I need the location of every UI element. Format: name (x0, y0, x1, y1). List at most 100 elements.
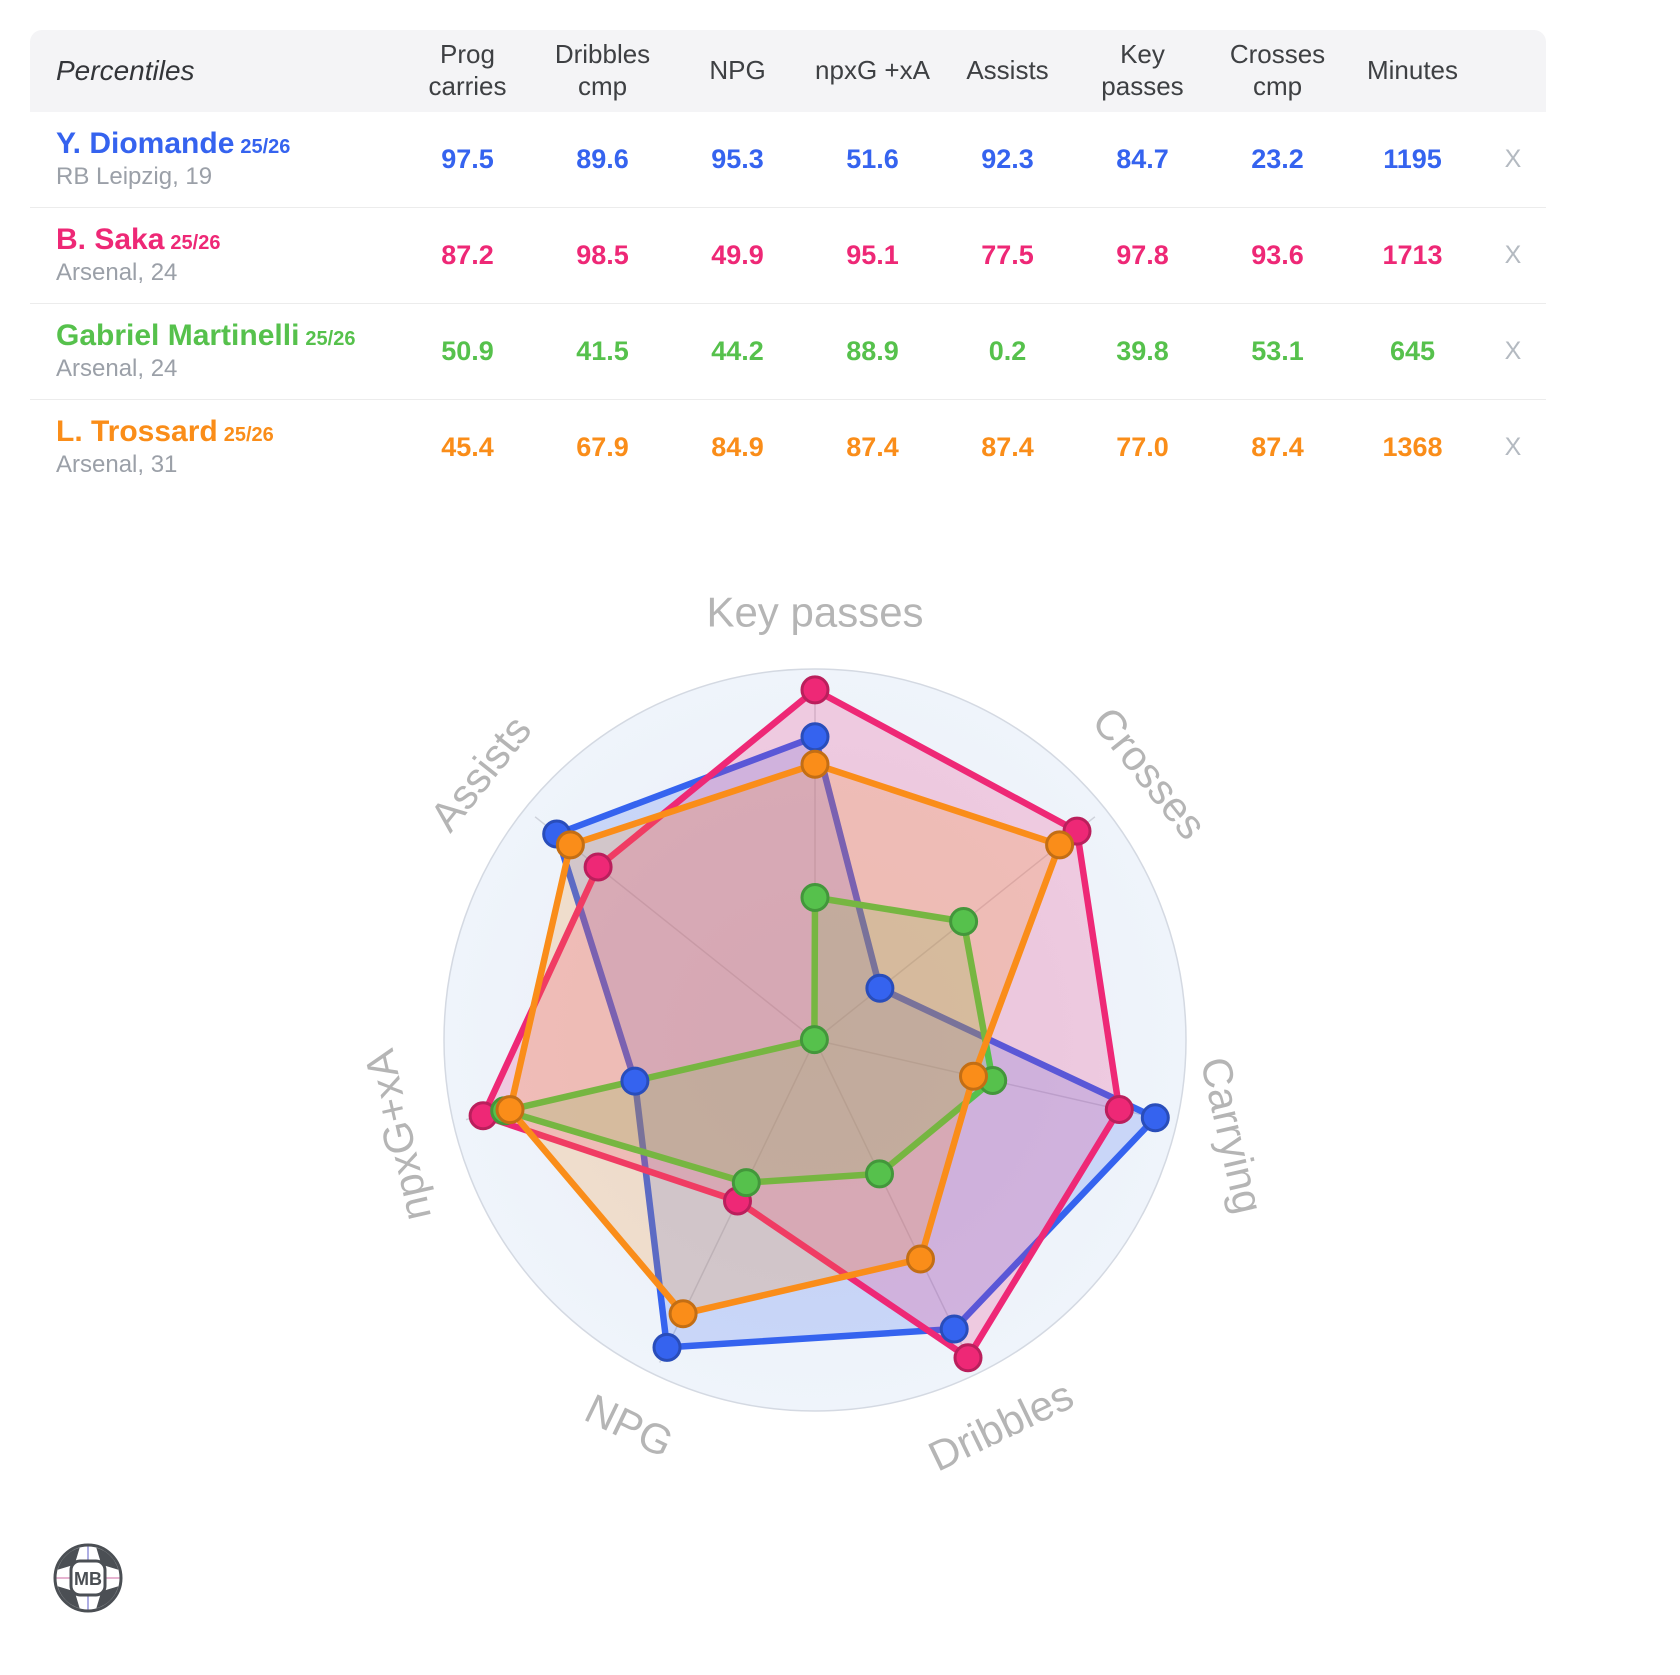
table-row: Gabriel Martinelli 25/26 Arsenal, 24 50.9… (30, 304, 1546, 400)
radar-point[interactable] (668, 1299, 698, 1329)
radar-area-1 (483, 689, 1120, 1358)
radar-axis-label: npxG+xA (355, 1045, 440, 1225)
percentiles-table: Percentiles Prog carries Dribbles cmp NP… (30, 30, 1546, 495)
radar-point[interactable] (865, 973, 895, 1003)
radar-point[interactable] (906, 1244, 935, 1274)
stat-value: 645 (1389, 336, 1436, 366)
player-season: 25/26 (240, 135, 291, 158)
player-meta: Arsenal, 24 (56, 259, 178, 287)
stat-value: 1713 (1382, 240, 1443, 270)
radar-point[interactable] (800, 675, 830, 705)
radar-point[interactable] (731, 1168, 761, 1198)
radar-outline-1 (479, 686, 1123, 1361)
stat-value: 87.2 (441, 240, 494, 270)
radar-point[interactable] (555, 830, 585, 860)
player-cell[interactable]: Gabriel Martinelli 25/26 Arsenal, 24 (30, 320, 400, 384)
stat-value: 53.1 (1251, 336, 1304, 366)
stat-value: 23.2 (1251, 144, 1304, 174)
player-cell[interactable]: B. Saka 25/26 Arsenal, 24 (30, 224, 400, 288)
stat-value: 39.8 (1116, 336, 1169, 366)
player-season: 25/26 (305, 327, 356, 350)
logo-badge (69, 1559, 107, 1597)
stat-value: 98.5 (576, 240, 629, 270)
radar-svg: Key passesCrossesCarryingDribblesNPGnpxG… (355, 589, 1273, 1481)
football-icon: MB (53, 1543, 123, 1613)
stat-value: 44.2 (711, 336, 764, 366)
stat-value: 84.7 (1116, 144, 1169, 174)
col-header-prog-carries: Prog carries (428, 39, 507, 101)
stat-value: 45.4 (441, 432, 494, 462)
stat-value: 97.8 (1116, 240, 1169, 270)
player-meta: RB Leipzig, 19 (56, 163, 213, 191)
stat-value: 93.6 (1251, 240, 1304, 270)
player-season: 25/26 (223, 423, 274, 446)
radar-point[interactable] (953, 1343, 983, 1373)
stat-value: 95.1 (846, 240, 899, 270)
stat-value: 0.2 (988, 336, 1027, 366)
col-header-npxg-xa: npxG +xA (815, 55, 930, 86)
logo-text: MB (74, 1569, 102, 1589)
col-header-assists: Assists (966, 55, 1049, 86)
stat-value: 1195 (1383, 144, 1442, 174)
radar-chart: Key passes Crosses Carrying Dribbles NPG npxG… (0, 480, 1680, 1670)
stat-value: 77.5 (981, 240, 1034, 270)
radar-point[interactable] (1045, 830, 1075, 860)
player-name: B. Saka (56, 222, 165, 256)
stat-value: 49.9 (711, 240, 764, 270)
stat-value: 84.9 (711, 432, 764, 462)
player-cell[interactable]: L. Trossard 25/26 Arsenal, 31 (30, 416, 400, 480)
stat-value: 97.5 (441, 144, 494, 174)
remove-player-button[interactable]: X (1504, 145, 1522, 173)
radar-axis-label: Key passes (706, 589, 923, 636)
stat-value: 87.4 (1251, 432, 1304, 462)
table-row: Y. Diomande 25/26 RB Leipzig, 19 97.5 89.… (30, 112, 1546, 208)
radar-point[interactable] (800, 749, 830, 779)
stat-value: 87.4 (846, 432, 899, 462)
col-header-dribbles-cmp: Dribbles cmp (554, 39, 651, 101)
stat-value: 51.6 (846, 144, 899, 174)
table-row: L. Trossard 25/26 Arsenal, 31 45.4 67.9 8… (30, 400, 1546, 495)
player-name: Y. Diomande (56, 126, 235, 160)
radar-point[interactable] (652, 1332, 682, 1362)
player-cell[interactable]: Y. Diomande 25/26 RB Leipzig, 19 (30, 128, 400, 192)
logo-ball-outline (53, 1543, 123, 1613)
radar-spoke (814, 1039, 972, 1363)
radar-point[interactable] (495, 1095, 525, 1125)
player-name: L. Trossard (56, 414, 218, 448)
radar-point[interactable] (939, 1314, 969, 1344)
radar-point[interactable] (865, 1159, 894, 1189)
radar-point[interactable] (949, 907, 979, 936)
table-header-row: Percentiles Prog carries Dribbles cmp NP… (30, 30, 1546, 112)
radar-point[interactable] (583, 852, 613, 882)
stat-value: 95.3 (711, 144, 764, 174)
col-header-npg: NPG (709, 55, 766, 86)
stat-value: 77.0 (1116, 432, 1169, 462)
table-title: Percentiles (56, 55, 195, 86)
radar-outline-0 (553, 733, 1159, 1351)
remove-player-button[interactable]: X (1504, 241, 1522, 269)
radar-area-2 (504, 897, 993, 1183)
radar-point[interactable] (1104, 1095, 1134, 1124)
radar-point[interactable] (800, 883, 830, 912)
radar-point[interactable] (799, 1025, 829, 1055)
player-meta: Arsenal, 31 (56, 451, 178, 479)
stat-value: 88.9 (846, 336, 899, 366)
radar-axis-label: NPG (578, 1385, 680, 1467)
stat-value: 67.9 (576, 432, 629, 462)
radar-point[interactable] (1140, 1103, 1170, 1133)
radar-axis-label: Carrying (1192, 1053, 1273, 1218)
player-season: 25/26 (170, 231, 221, 254)
col-header-minutes: Minutes (1366, 55, 1459, 86)
col-header-key-passes: Key passes (1101, 39, 1184, 101)
remove-player-button[interactable]: X (1504, 337, 1522, 365)
table-row: B. Saka 25/26 Arsenal, 24 87.2 98.5 49.9 … (30, 208, 1546, 304)
remove-player-button[interactable]: X (1504, 433, 1522, 461)
player-meta: Arsenal, 24 (56, 355, 178, 383)
radar-area-3 (510, 764, 1060, 1314)
radar-point[interactable] (800, 722, 830, 752)
stat-value: 50.9 (441, 336, 494, 366)
stat-value: 1368 (1382, 432, 1443, 462)
radar-point[interactable] (620, 1066, 650, 1096)
stat-value: 87.4 (981, 432, 1034, 462)
radar-point[interactable] (959, 1061, 988, 1091)
